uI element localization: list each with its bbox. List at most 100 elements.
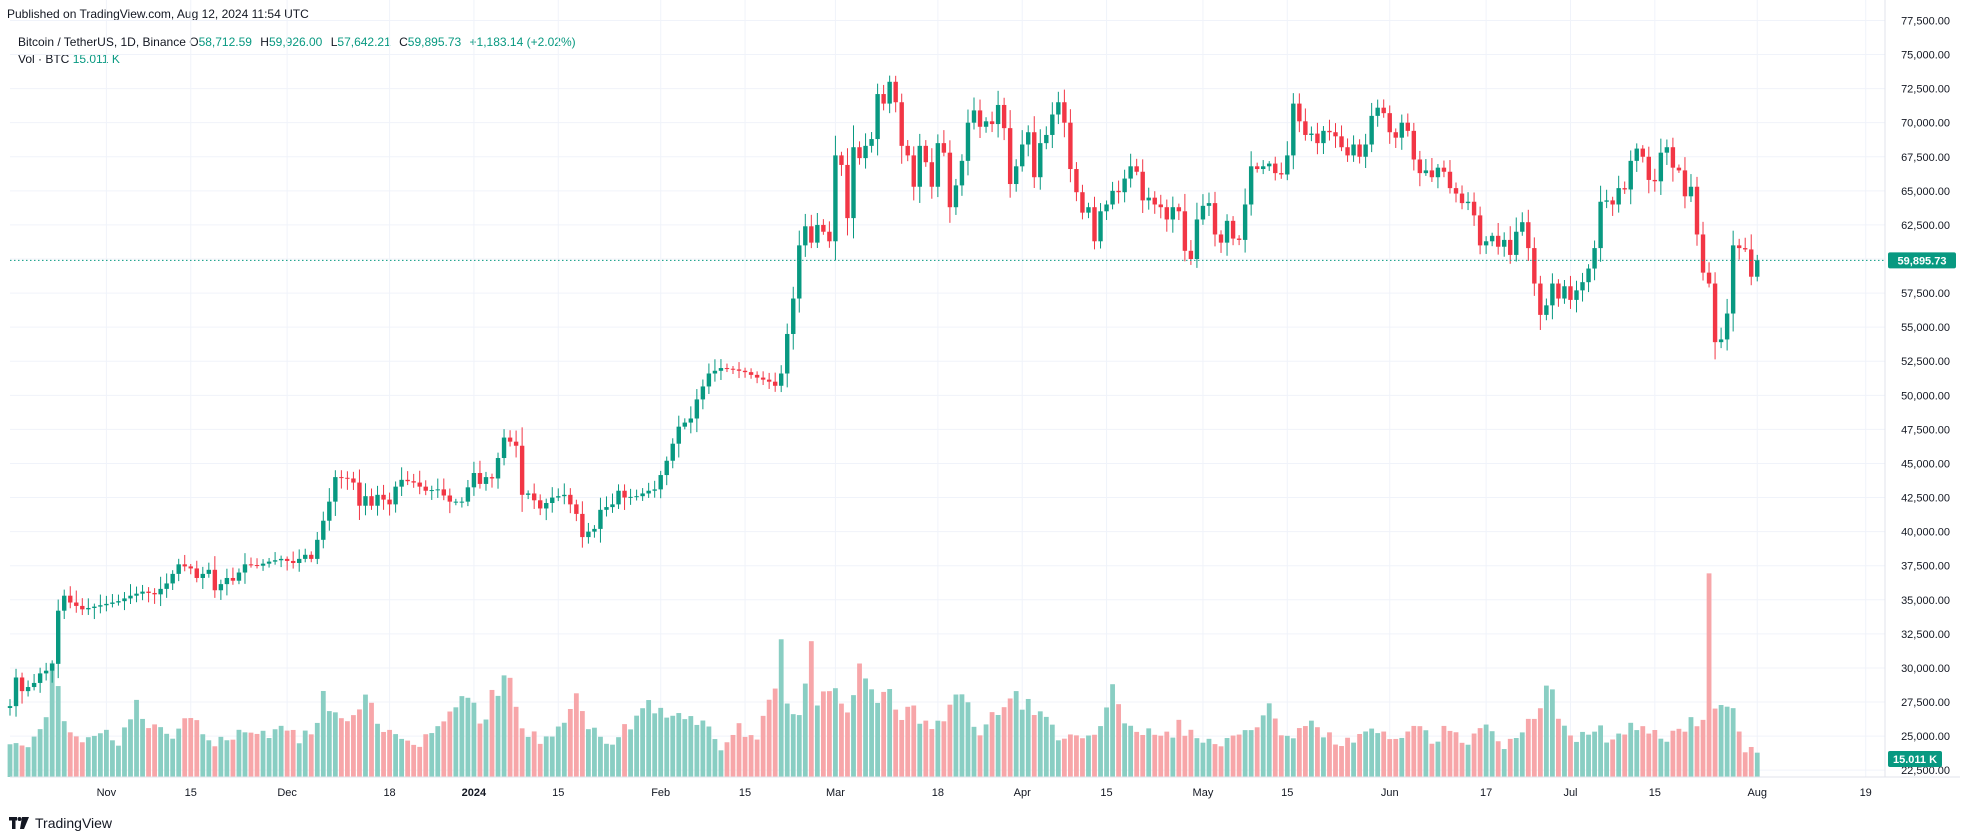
candle-body	[791, 298, 796, 334]
candle-body	[779, 373, 784, 386]
volume-bar	[1080, 738, 1085, 777]
candle-body	[857, 147, 862, 159]
volume-bar	[1043, 716, 1049, 777]
volume-label[interactable]: Vol · BTC	[18, 52, 70, 66]
volume-bar	[290, 729, 296, 777]
last-volume-badge: 15.011 K	[1888, 751, 1942, 767]
footer-brand[interactable]: TradingView	[9, 815, 112, 831]
volume-bar	[369, 702, 374, 777]
candle-body	[200, 573, 205, 578]
candle-body	[477, 473, 483, 484]
candle-body	[80, 605, 85, 610]
volume-bar	[236, 729, 242, 777]
volume-bar	[1736, 731, 1742, 777]
candle-body	[1026, 132, 1031, 145]
candle-body	[1610, 200, 1615, 205]
volume-bar	[272, 729, 278, 777]
volume-bar	[953, 694, 959, 777]
volume-bar	[718, 750, 724, 777]
open-value: 58,712.59	[198, 35, 252, 49]
price-tick-label: 52,500.00	[1901, 356, 1950, 368]
candle-body	[453, 501, 459, 503]
candle-body	[1345, 147, 1350, 156]
candle-body	[134, 593, 139, 596]
volume-bar	[1700, 719, 1706, 777]
candle-body	[851, 147, 856, 219]
candle-body	[1538, 283, 1543, 315]
volume-bar	[1550, 689, 1555, 777]
candle-body	[1092, 207, 1097, 242]
time-axis[interactable]: Nov 15 Dec 18 2024 15 Feb 15 Mar 18 Apr 15 May 15 Jun 1…	[97, 787, 1872, 799]
candle-body	[580, 513, 585, 538]
candle-body	[1405, 122, 1410, 131]
candle-body	[1369, 115, 1374, 145]
volume-bar	[808, 641, 814, 777]
price-tick-label: 22,500.00	[1901, 765, 1950, 777]
change-value: +1,183.14 (+2.02%)	[469, 35, 576, 49]
candle-body	[652, 489, 657, 491]
candle-body	[1291, 103, 1296, 156]
candle-body	[658, 475, 663, 490]
candle-body	[905, 145, 910, 156]
price-tick-label: 77,500.00	[1901, 15, 1950, 27]
price-chart[interactable]: 22,500.00 25,000.00 27,500.00 30,000.00 32,5…	[0, 0, 1967, 812]
time-tick-label: 15	[1649, 787, 1661, 799]
volume-bar	[1357, 733, 1362, 777]
candle-body	[1363, 144, 1368, 157]
volume-bar	[1158, 735, 1164, 777]
volume-bar	[1302, 726, 1308, 777]
candle-body	[1339, 136, 1344, 148]
candle-body	[688, 418, 694, 423]
candle-body	[1694, 186, 1700, 235]
volume-bar	[248, 732, 254, 777]
candle-body	[110, 602, 115, 604]
volume-bar	[875, 702, 880, 777]
price-tick-label: 30,000.00	[1901, 663, 1950, 675]
candle-body	[1218, 234, 1224, 243]
candle-body	[381, 494, 386, 500]
volume-bar	[1098, 726, 1103, 777]
volume-bar	[1742, 752, 1748, 777]
candle-body	[62, 595, 67, 611]
candle-body	[86, 607, 91, 610]
candle-body	[718, 368, 724, 371]
volume-bar	[869, 689, 874, 777]
volume-bar	[1116, 704, 1121, 777]
candle-body	[556, 496, 561, 498]
candle-body	[863, 145, 868, 159]
symbol-label[interactable]: Bitcoin / TetherUS, 1D, Binance	[18, 35, 186, 49]
volume-bar	[320, 690, 326, 777]
volume-bar	[278, 725, 284, 777]
candle-body	[7, 706, 13, 708]
volume-bar	[1104, 707, 1109, 777]
low-label: L	[330, 35, 338, 49]
volume-bar	[1501, 749, 1507, 777]
price-tick-label: 75,000.00	[1901, 50, 1950, 62]
volume-bar	[140, 718, 145, 777]
volume-bar	[1007, 698, 1013, 777]
volume-bar	[640, 708, 646, 777]
volume-bar	[1025, 698, 1031, 777]
time-tick-label: Apr	[1014, 787, 1031, 799]
volume-bar	[1507, 738, 1513, 777]
candle-body	[815, 224, 820, 243]
volume-bar	[772, 688, 778, 777]
candle-body	[544, 503, 549, 509]
volume-bar	[1236, 734, 1242, 777]
volume-bar	[947, 704, 953, 777]
volume-bar	[1580, 731, 1585, 777]
candle-body	[604, 507, 609, 510]
price-axis[interactable]: 22,500.00 25,000.00 27,500.00 30,000.00 32,5…	[1901, 15, 1950, 777]
candle-body	[1441, 167, 1447, 172]
volume-bar	[839, 703, 844, 777]
candle-body	[1068, 122, 1073, 170]
volume-bar	[700, 720, 706, 777]
volume-bar	[1483, 724, 1489, 777]
candle-body	[206, 569, 212, 574]
volume-bar	[1272, 718, 1278, 777]
price-tick-label: 47,500.00	[1901, 424, 1950, 436]
volume-bar	[682, 719, 688, 777]
volume-bar	[652, 713, 658, 777]
volume-bar	[206, 740, 212, 777]
volume-bar	[477, 723, 483, 777]
